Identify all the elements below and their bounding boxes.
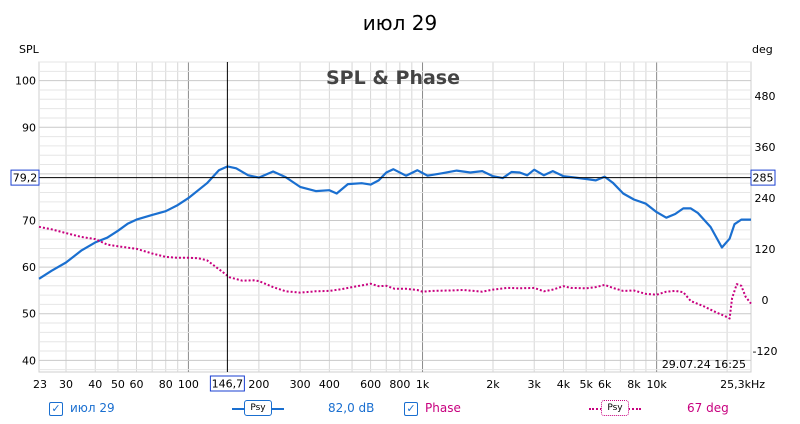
y-left-tick-label: 70 <box>22 214 36 227</box>
x-tick-label: 30 <box>59 378 73 391</box>
cursor-layer: 79,2 285 146,7 <box>10 62 776 392</box>
timestamp: 29.07.24 16:25 <box>662 358 746 371</box>
axis-ticks: 23 30 40 50 60 80 100 200 300 400 600 800 1k 2k 3k 4k 5k… <box>15 75 777 391</box>
x-tick-label: 200 <box>248 378 269 391</box>
cursor-y-left-label: 79,2 <box>13 172 38 185</box>
y-left-tick-label: 90 <box>22 121 36 134</box>
psy-label-blue: Psy <box>244 400 272 416</box>
y-right-tick-label: 240 <box>755 192 776 205</box>
x-tick-label: 5k <box>579 378 593 391</box>
x-tick-label: 23 <box>33 378 47 391</box>
left-axis-label: SPL <box>19 43 40 56</box>
spl-phase-chart: июл 29 SPL deg 23 30 40 50 60 80 100 200 300 400 6… <box>10 11 777 392</box>
psy-smoothing-blue[interactable]: Psy <box>232 400 284 416</box>
series2-value: 67 deg <box>687 401 729 415</box>
phase-series-line <box>38 225 752 320</box>
legend-bar: ✓ июл 29 Psy 82,0 dB ✓ Phase Psy 67 deg <box>0 400 800 420</box>
right-axis-label: deg <box>752 43 773 56</box>
y-right-tick-label: 120 <box>755 243 776 256</box>
series-layer <box>38 165 752 320</box>
x-tick-label: 100 <box>178 378 199 391</box>
x-tick-label: 800 <box>389 378 410 391</box>
series1-label: июл 29 <box>70 401 115 415</box>
series1-value: 82,0 dB <box>328 401 375 415</box>
series1-checkbox[interactable]: ✓ <box>49 402 63 416</box>
x-tick-label: 60 <box>129 378 143 391</box>
cursor-x-label-box <box>209 375 245 392</box>
y-left-tick-label: 60 <box>22 261 36 274</box>
x-tick-label: 400 <box>319 378 340 391</box>
x-tick-label: 1k <box>416 378 430 391</box>
x-tick-label: 3k <box>528 378 542 391</box>
cursor-y-right-label: 285 <box>753 172 774 185</box>
x-tick-label: 300 <box>290 378 311 391</box>
x-tick-label: 2k <box>486 378 500 391</box>
x-tick-label: 600 <box>360 378 381 391</box>
y-left-tick-label: 100 <box>15 75 36 88</box>
y-left-tick-label: 40 <box>22 354 36 367</box>
x-tick-label: 4k <box>557 378 571 391</box>
top-title: июл 29 <box>363 11 437 35</box>
cursor-y-left-label-box <box>10 169 40 186</box>
cursor-y-right-label-box <box>750 169 776 186</box>
series2-checkbox[interactable]: ✓ <box>404 402 418 416</box>
x-tick-label: 10k <box>646 378 667 391</box>
x-tick-label: 25,3kHz <box>720 378 765 391</box>
x-tick-label: 40 <box>88 378 102 391</box>
plot-title: SPL & Phase <box>326 67 460 89</box>
plot-area <box>38 61 752 373</box>
x-tick-label: 50 <box>111 378 125 391</box>
psy-label-red: Psy <box>601 400 629 416</box>
x-tick-label: 80 <box>159 378 173 391</box>
y-right-tick-label: 0 <box>762 294 769 307</box>
y-right-tick-label: 360 <box>755 141 776 154</box>
y-right-tick-label: 480 <box>755 90 776 103</box>
psy-smoothing-red[interactable]: Psy <box>589 400 641 416</box>
x-tick-label: 8k <box>627 378 641 391</box>
series2-label: Phase <box>425 401 461 415</box>
grid <box>39 61 751 372</box>
spl-series-line <box>38 165 751 280</box>
x-tick-label: 6k <box>598 378 612 391</box>
y-left-tick-label: 50 <box>22 308 36 321</box>
cursor-x-label: 146,7 <box>212 378 244 391</box>
y-right-tick-label: -120 <box>753 345 778 358</box>
